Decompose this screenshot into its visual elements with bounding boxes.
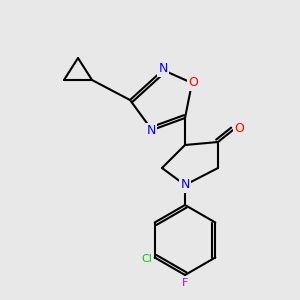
Text: N: N <box>146 124 156 137</box>
Text: Cl: Cl <box>141 254 152 265</box>
Text: N: N <box>158 62 168 76</box>
Text: N: N <box>180 178 190 191</box>
Text: F: F <box>182 278 188 288</box>
Text: O: O <box>234 122 244 134</box>
Text: O: O <box>188 76 198 89</box>
